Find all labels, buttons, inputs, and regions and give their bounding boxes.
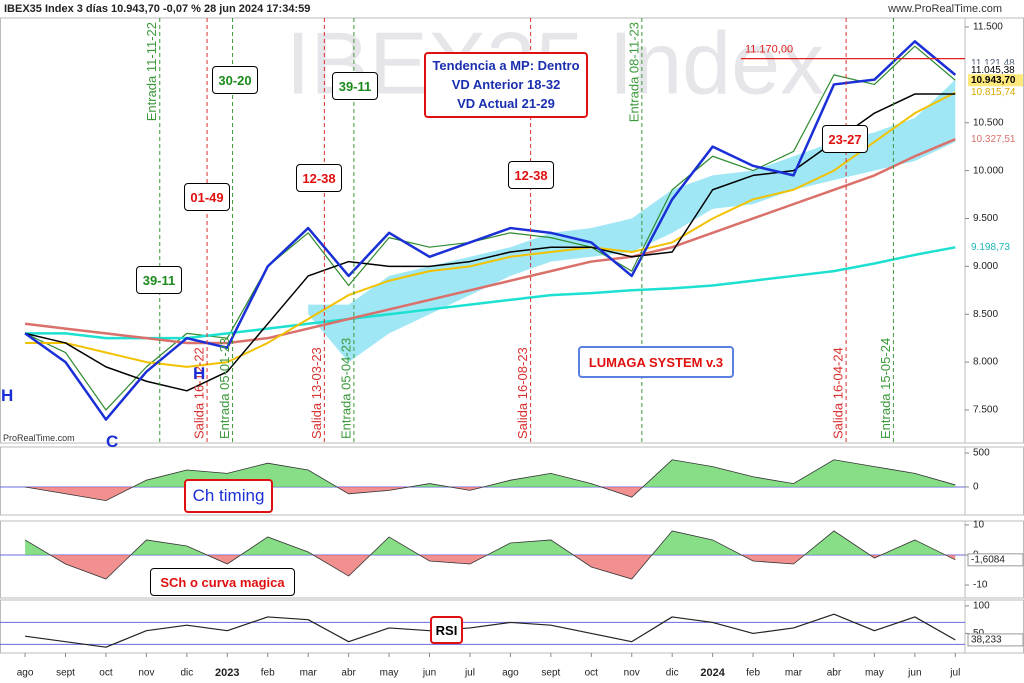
last-tag <box>967 633 1024 647</box>
price-tag-label: 9.198,73 <box>971 242 1010 253</box>
price-tag <box>968 74 1023 87</box>
panel-frame <box>0 599 1024 654</box>
x-tick-label: abr <box>827 668 842 679</box>
x-tick-label: feb <box>261 668 275 679</box>
y-tick-label: 0 <box>973 482 979 493</box>
event-label: Salida 16-12-22 <box>192 347 207 439</box>
series-line <box>24 613 956 648</box>
x-tick-label: sept <box>56 668 75 679</box>
x-tick-label: mar <box>785 668 803 679</box>
marker: C <box>106 432 119 451</box>
site: www.ProRealTime.com <box>888 3 1002 15</box>
last-tag <box>967 553 1024 567</box>
trend-line: VD Actual 21-29 <box>457 96 555 111</box>
x-tick-label: oct <box>99 668 113 679</box>
event-label: Entrada 08-11-23 <box>626 22 641 122</box>
marker: H <box>1 386 14 405</box>
level-label: 11.170,00 <box>745 44 793 56</box>
price-tag-label: 11.045,38 <box>971 65 1015 76</box>
event-label: Salida 16-04-24 <box>831 347 846 439</box>
rsi-box: RSI <box>430 616 463 644</box>
label-box: 39-11 <box>136 266 182 294</box>
trend-line: VD Anterior 18-32 <box>451 77 561 92</box>
last-tag-label: -1,6084 <box>971 554 1005 565</box>
label-box: 12-38 <box>508 161 554 189</box>
x-tick-label: dic <box>666 668 679 679</box>
sch-box: SCh o curva magica <box>150 568 295 596</box>
label-box: 23-27 <box>822 125 868 153</box>
x-tick-label: jun <box>422 668 436 679</box>
price-tag <box>968 241 1023 254</box>
event-label: Entrada 11-11-22 <box>144 22 159 121</box>
x-tick-label: 2023 <box>215 667 239 679</box>
label-box: 12-38 <box>296 164 342 192</box>
price-tag <box>968 64 1023 77</box>
y-tick-label: 8.500 <box>973 309 998 320</box>
y-tick-label: 10 <box>973 520 985 531</box>
label-box: 30-20 <box>212 66 258 94</box>
price-tag-label: 10.327,51 <box>971 134 1016 145</box>
price-tag <box>968 133 1023 146</box>
trend-line: Tendencia a MP: Dentro <box>432 58 580 73</box>
x-tick-label: dic <box>180 668 193 679</box>
x-tick-label: jul <box>949 668 960 679</box>
area <box>25 459 956 501</box>
x-tick-label: feb <box>746 668 760 679</box>
x-tick-label: sept <box>541 668 560 679</box>
label-box: 01-49 <box>184 183 230 211</box>
trend-box: Tendencia a MP: Dentro VD Anterior 18-32… <box>424 52 588 118</box>
y-tick-label: 8.000 <box>973 357 998 368</box>
y-tick-label: 9.000 <box>973 261 998 272</box>
y-tick-label: 500 <box>973 448 990 459</box>
series-line <box>25 91 956 368</box>
header-title: IBEX35 Index 3 días 10.943,70 -0,07 % 28… <box>4 3 311 15</box>
x-tick-label: abr <box>341 668 356 679</box>
y-tick-label: 10.000 <box>973 165 1004 176</box>
price-tag-label: 10.815,74 <box>971 87 1016 98</box>
event-label: Entrada 05-04-23 <box>338 338 353 439</box>
y-tick-label: 9.500 <box>973 213 998 224</box>
x-tick-label: jun <box>907 668 921 679</box>
price-tag-label: 11.121,48 <box>971 58 1015 69</box>
marker: H <box>193 364 206 383</box>
x-tick-label: oct <box>585 668 599 679</box>
price-tag-label: 10.943,70 <box>971 75 1016 86</box>
area <box>25 530 956 580</box>
series-line <box>24 40 957 421</box>
series-line <box>24 93 956 392</box>
last-tag-label: 38,233 <box>971 635 1002 646</box>
x-tick-label: mar <box>300 668 318 679</box>
y-tick-label: 100 <box>973 601 990 612</box>
series-line <box>25 246 956 340</box>
x-tick-label: jul <box>464 668 475 679</box>
x-tick-label: may <box>380 668 399 679</box>
ch-box: Ch timing <box>184 479 273 513</box>
y-tick-label: 7.500 <box>973 405 998 416</box>
y-tick-label: 10.500 <box>973 117 1004 128</box>
x-tick-label: ago <box>502 668 519 679</box>
x-tick-label: nov <box>138 668 154 679</box>
x-tick-label: ago <box>17 668 34 679</box>
credit: ProRealTime.com <box>3 433 75 443</box>
x-tick-label: nov <box>624 668 640 679</box>
x-tick-label: 2024 <box>700 667 725 679</box>
area-line <box>25 459 956 502</box>
system-box: LUMAGA SYSTEM v.3 <box>578 346 734 378</box>
y-tick-label: -10 <box>973 580 988 591</box>
label-box: 39-11 <box>332 72 378 100</box>
y-tick-label: 11.500 <box>973 22 1003 33</box>
event-label: Entrada 15-05-24 <box>878 338 893 439</box>
event-label: Entrada 05-01-23 <box>217 338 232 439</box>
area-line <box>24 530 956 580</box>
event-label: Salida 13-03-23 <box>309 347 324 439</box>
price-tag <box>968 86 1023 99</box>
x-tick-label: may <box>865 668 884 679</box>
event-label: Salida 16-08-23 <box>515 347 530 439</box>
